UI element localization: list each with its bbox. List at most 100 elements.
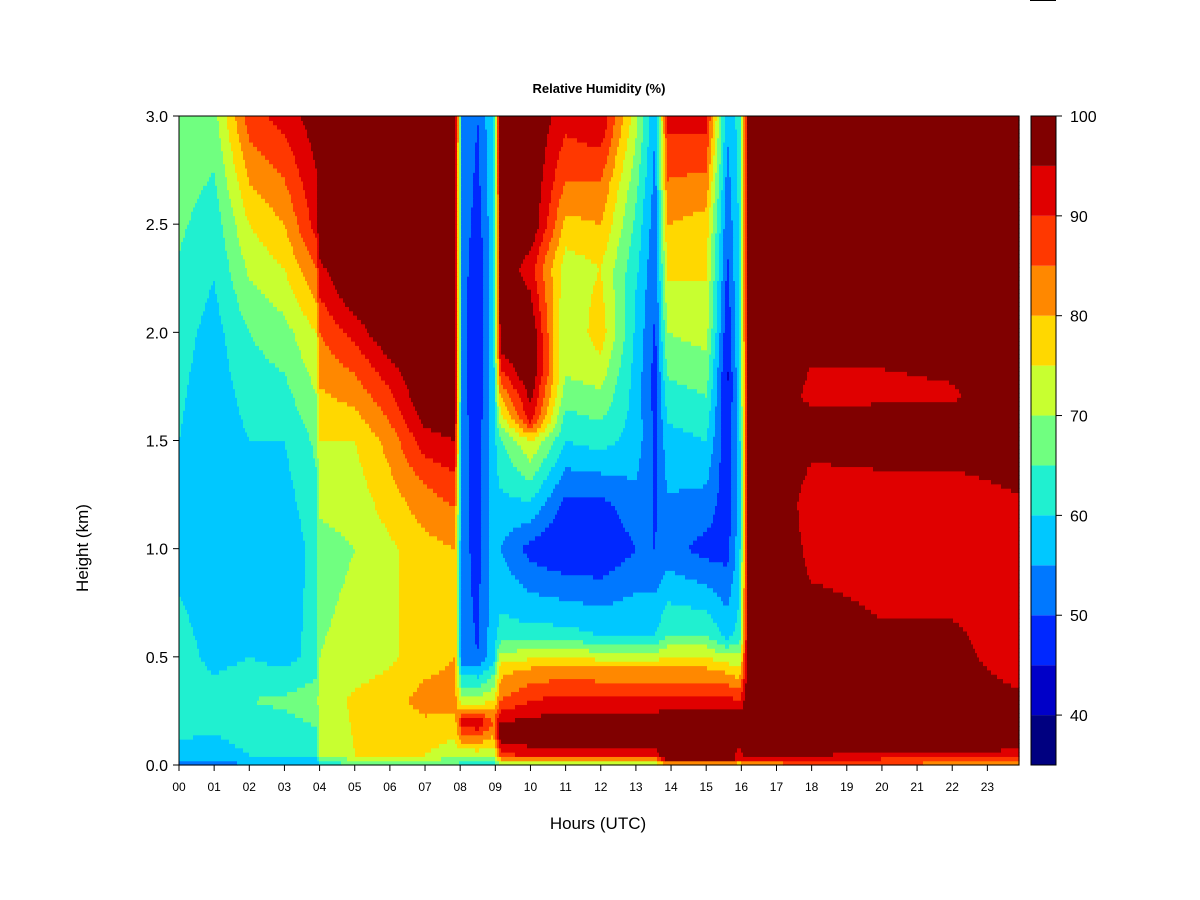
heat-cell: [179, 548, 306, 554]
heat-cell: [743, 328, 746, 333]
heat-cell: [643, 423, 654, 429]
heat-cell: [481, 522, 490, 528]
heat-cell: [239, 405, 298, 411]
heat-cell: [747, 501, 798, 506]
heat-cell: [535, 514, 556, 519]
heat-cell: [311, 146, 456, 152]
heat-cell: [739, 587, 742, 593]
heat-cell: [659, 276, 664, 282]
heat-cell: [317, 617, 332, 623]
heat-cell: [539, 224, 548, 230]
heat-cell: [737, 617, 742, 623]
heat-cell: [289, 189, 306, 195]
heat-cell: [317, 345, 320, 351]
heat-cell: [747, 172, 1020, 178]
heat-cell: [507, 405, 516, 411]
heat-cell: [731, 366, 738, 372]
heat-cell: [709, 470, 720, 476]
heat-cell: [745, 323, 748, 329]
heat-cell: [667, 323, 710, 329]
heat-cell: [719, 340, 724, 346]
heat-cell: [455, 280, 458, 286]
heat-cell: [399, 578, 458, 584]
heat-cell: [645, 293, 658, 299]
heat-cell: [307, 198, 318, 204]
heat-cell: [499, 141, 548, 147]
heat-cell: [211, 669, 220, 675]
heat-cell: [567, 245, 608, 251]
heat-cell: [461, 656, 486, 662]
heat-cell: [319, 345, 330, 351]
heat-cell: [565, 379, 584, 385]
heat-cell: [489, 479, 500, 485]
heat-cell: [361, 319, 456, 325]
heat-cell: [657, 202, 660, 208]
heat-cell: [663, 237, 666, 243]
heat-cell: [355, 747, 432, 753]
heat-cell: [285, 315, 308, 320]
heat-cell: [481, 202, 488, 208]
heat-cell: [521, 444, 540, 450]
heat-cell: [653, 340, 656, 346]
heat-cell: [319, 302, 326, 307]
heat-cell: [747, 457, 1020, 463]
heat-cell: [457, 340, 460, 346]
heat-cell: [495, 713, 500, 719]
heat-cell: [471, 565, 482, 571]
heat-cell: [179, 453, 288, 459]
heat-cell: [343, 583, 400, 589]
heat-cell: [417, 410, 456, 416]
heat-cell: [859, 600, 1020, 606]
heat-cell: [497, 319, 500, 325]
heat-cell: [459, 613, 462, 619]
heat-cell: [661, 224, 664, 230]
heat-cell: [317, 353, 320, 359]
heat-cell: [351, 721, 458, 727]
heat-cell: [605, 302, 616, 307]
heat-cell: [509, 492, 536, 498]
heat-cell: [745, 258, 748, 264]
heat-cell: [193, 358, 230, 364]
heat-cell: [317, 557, 352, 563]
heat-cell: [257, 189, 290, 195]
heat-cell: [317, 475, 320, 481]
heat-cell: [327, 306, 350, 312]
heat-cell: [319, 323, 340, 329]
heat-cell: [497, 730, 500, 736]
heat-cell: [481, 527, 490, 532]
heat-cell: [447, 739, 456, 744]
heat-cell: [977, 652, 1020, 658]
heat-cell: [615, 565, 736, 571]
heat-cell: [317, 379, 320, 385]
heat-cell: [317, 548, 356, 554]
heat-cell: [319, 431, 376, 437]
heat-cell: [663, 189, 666, 195]
heat-cell: [459, 353, 462, 359]
heat-cell: [233, 159, 246, 165]
heat-cell: [741, 137, 744, 143]
heat-cell: [457, 591, 460, 597]
heat-cell: [907, 371, 1020, 377]
heat-cell: [743, 349, 746, 355]
heat-cell: [663, 297, 666, 303]
heat-cell: [479, 163, 488, 169]
heat-cell: [277, 258, 298, 264]
heat-cell: [459, 691, 462, 697]
heat-cell: [653, 531, 656, 537]
heat-cell: [461, 224, 472, 230]
heat-cell: [475, 635, 480, 641]
heat-cell: [663, 267, 666, 273]
heat-cell: [263, 349, 302, 355]
heat-cell: [653, 509, 658, 515]
heat-cell: [615, 310, 626, 316]
heat-cell: [745, 332, 748, 338]
heat-cell: [693, 211, 710, 217]
heat-cell: [615, 388, 630, 394]
heat-cell: [455, 133, 458, 139]
heat-cell: [251, 332, 296, 338]
heat-cell: [715, 263, 720, 269]
heat-cell: [715, 172, 720, 178]
heat-cell: [721, 440, 732, 446]
heat-cell: [987, 665, 1020, 671]
heat-cell: [303, 626, 318, 632]
